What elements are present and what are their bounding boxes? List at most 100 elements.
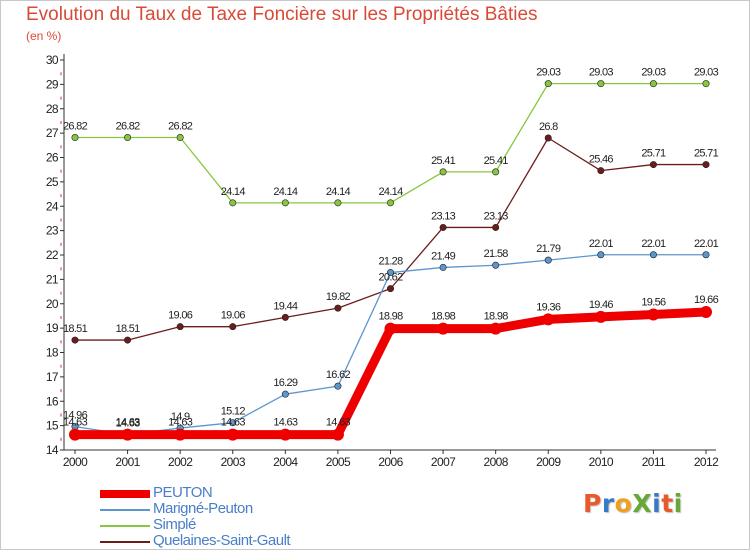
data-point xyxy=(649,251,657,259)
chart-unit-label: (en %) xyxy=(26,29,62,43)
data-point xyxy=(174,428,187,441)
data-point xyxy=(281,390,289,398)
data-label: 16.29 xyxy=(273,377,298,389)
data-label: 22.01 xyxy=(641,238,666,250)
data-point xyxy=(229,199,237,207)
data-point xyxy=(386,285,394,293)
data-label: 29.03 xyxy=(589,67,614,79)
data-label: 25.41 xyxy=(431,155,456,167)
y-tick-label: 15 xyxy=(46,419,59,433)
data-label: 29.03 xyxy=(694,67,719,79)
data-label: 21.79 xyxy=(536,243,561,255)
data-label: 24.14 xyxy=(273,186,298,198)
data-label: 21.28 xyxy=(378,256,403,268)
data-point xyxy=(492,223,500,231)
y-axis-ticks: 14 15 16 17 18 19 20 21 22 23 24 25 26 27 28 29 30 xyxy=(46,53,64,457)
data-point xyxy=(386,269,394,277)
logo-letter: t xyxy=(661,489,674,518)
data-point xyxy=(71,134,79,142)
data-point xyxy=(492,168,500,176)
legend-label: Quelaines-Saint-Gault xyxy=(153,532,291,549)
logo-letter: X xyxy=(632,489,653,518)
data-label: 19.36 xyxy=(536,301,561,313)
data-point xyxy=(544,80,552,88)
logo-letter: i xyxy=(673,489,683,518)
data-point xyxy=(597,251,605,259)
data-label: 22.01 xyxy=(694,238,719,250)
data-label: 29.03 xyxy=(536,67,561,79)
data-label: 19.06 xyxy=(168,310,193,322)
y-tick-label: 28 xyxy=(46,102,59,116)
data-point xyxy=(386,199,394,207)
data-label: 25.46 xyxy=(589,154,614,166)
data-label: 14.63 xyxy=(63,417,88,429)
legend-swatch xyxy=(100,525,150,527)
legend-label: Simplé xyxy=(153,516,196,533)
data-label: 19.06 xyxy=(221,310,246,322)
data-point xyxy=(544,134,552,142)
data-point xyxy=(229,323,237,331)
data-point xyxy=(124,336,132,344)
data-label: 24.14 xyxy=(326,186,351,198)
y-tick-label: 21 xyxy=(46,272,59,286)
data-point xyxy=(281,199,289,207)
data-point xyxy=(439,263,447,271)
y-tick-label: 22 xyxy=(46,248,59,262)
data-label: 19.44 xyxy=(273,300,298,312)
data-point xyxy=(334,382,342,390)
data-point xyxy=(331,428,344,441)
data-label: 29.03 xyxy=(641,67,666,79)
data-point xyxy=(121,428,134,441)
data-point xyxy=(176,134,184,142)
data-point xyxy=(649,161,657,169)
data-label: 14.63 xyxy=(273,417,298,429)
data-label: 18.98 xyxy=(378,311,403,323)
data-label: 26.82 xyxy=(168,121,193,133)
data-label: 24.14 xyxy=(378,186,403,198)
x-tick-label: 2000 xyxy=(63,455,88,469)
legend-swatch xyxy=(100,541,150,543)
logo-letter: o xyxy=(614,489,633,518)
data-point xyxy=(334,199,342,207)
data-label: 21.49 xyxy=(431,250,456,262)
chart-axes xyxy=(60,54,716,451)
data-label: 19.66 xyxy=(694,294,719,306)
data-point xyxy=(702,251,710,259)
data-point xyxy=(597,167,605,175)
y-tick-label: 17 xyxy=(46,370,59,384)
data-point xyxy=(229,419,237,427)
data-point xyxy=(544,256,552,264)
data-point xyxy=(647,308,660,321)
data-point xyxy=(384,322,397,335)
data-point xyxy=(439,168,447,176)
data-point xyxy=(334,304,342,312)
legend-label: PEUTON xyxy=(153,484,213,501)
data-label: 24.14 xyxy=(221,186,246,198)
data-label: 18.51 xyxy=(116,323,141,335)
data-point xyxy=(176,323,184,331)
data-label: 18.98 xyxy=(484,311,509,323)
y-tick-label: 14 xyxy=(46,443,59,457)
x-tick-label: 2010 xyxy=(589,455,614,469)
data-label: 19.82 xyxy=(326,291,351,303)
data-point xyxy=(71,336,79,344)
data-label: 26.8 xyxy=(539,121,558,133)
data-point xyxy=(281,313,289,321)
x-tick-label: 2012 xyxy=(694,455,719,469)
y-tick-label: 25 xyxy=(46,175,59,189)
data-point xyxy=(439,223,447,231)
data-label: 18.51 xyxy=(63,323,88,335)
data-point xyxy=(702,161,710,169)
data-point xyxy=(702,80,710,88)
data-label: 23.13 xyxy=(484,210,509,222)
data-point xyxy=(594,310,607,323)
y-tick-label: 26 xyxy=(46,151,59,165)
x-tick-label: 2004 xyxy=(273,455,298,469)
data-label: 14.63 xyxy=(116,417,141,429)
data-point xyxy=(597,80,605,88)
y-tick-label: 24 xyxy=(46,199,59,213)
y-tick-label: 29 xyxy=(46,77,59,91)
data-label: 22.01 xyxy=(589,238,614,250)
data-labels: 14.63 14.63 14.63 14.63 14.63 14.63 18.98 18.98… xyxy=(63,67,719,430)
